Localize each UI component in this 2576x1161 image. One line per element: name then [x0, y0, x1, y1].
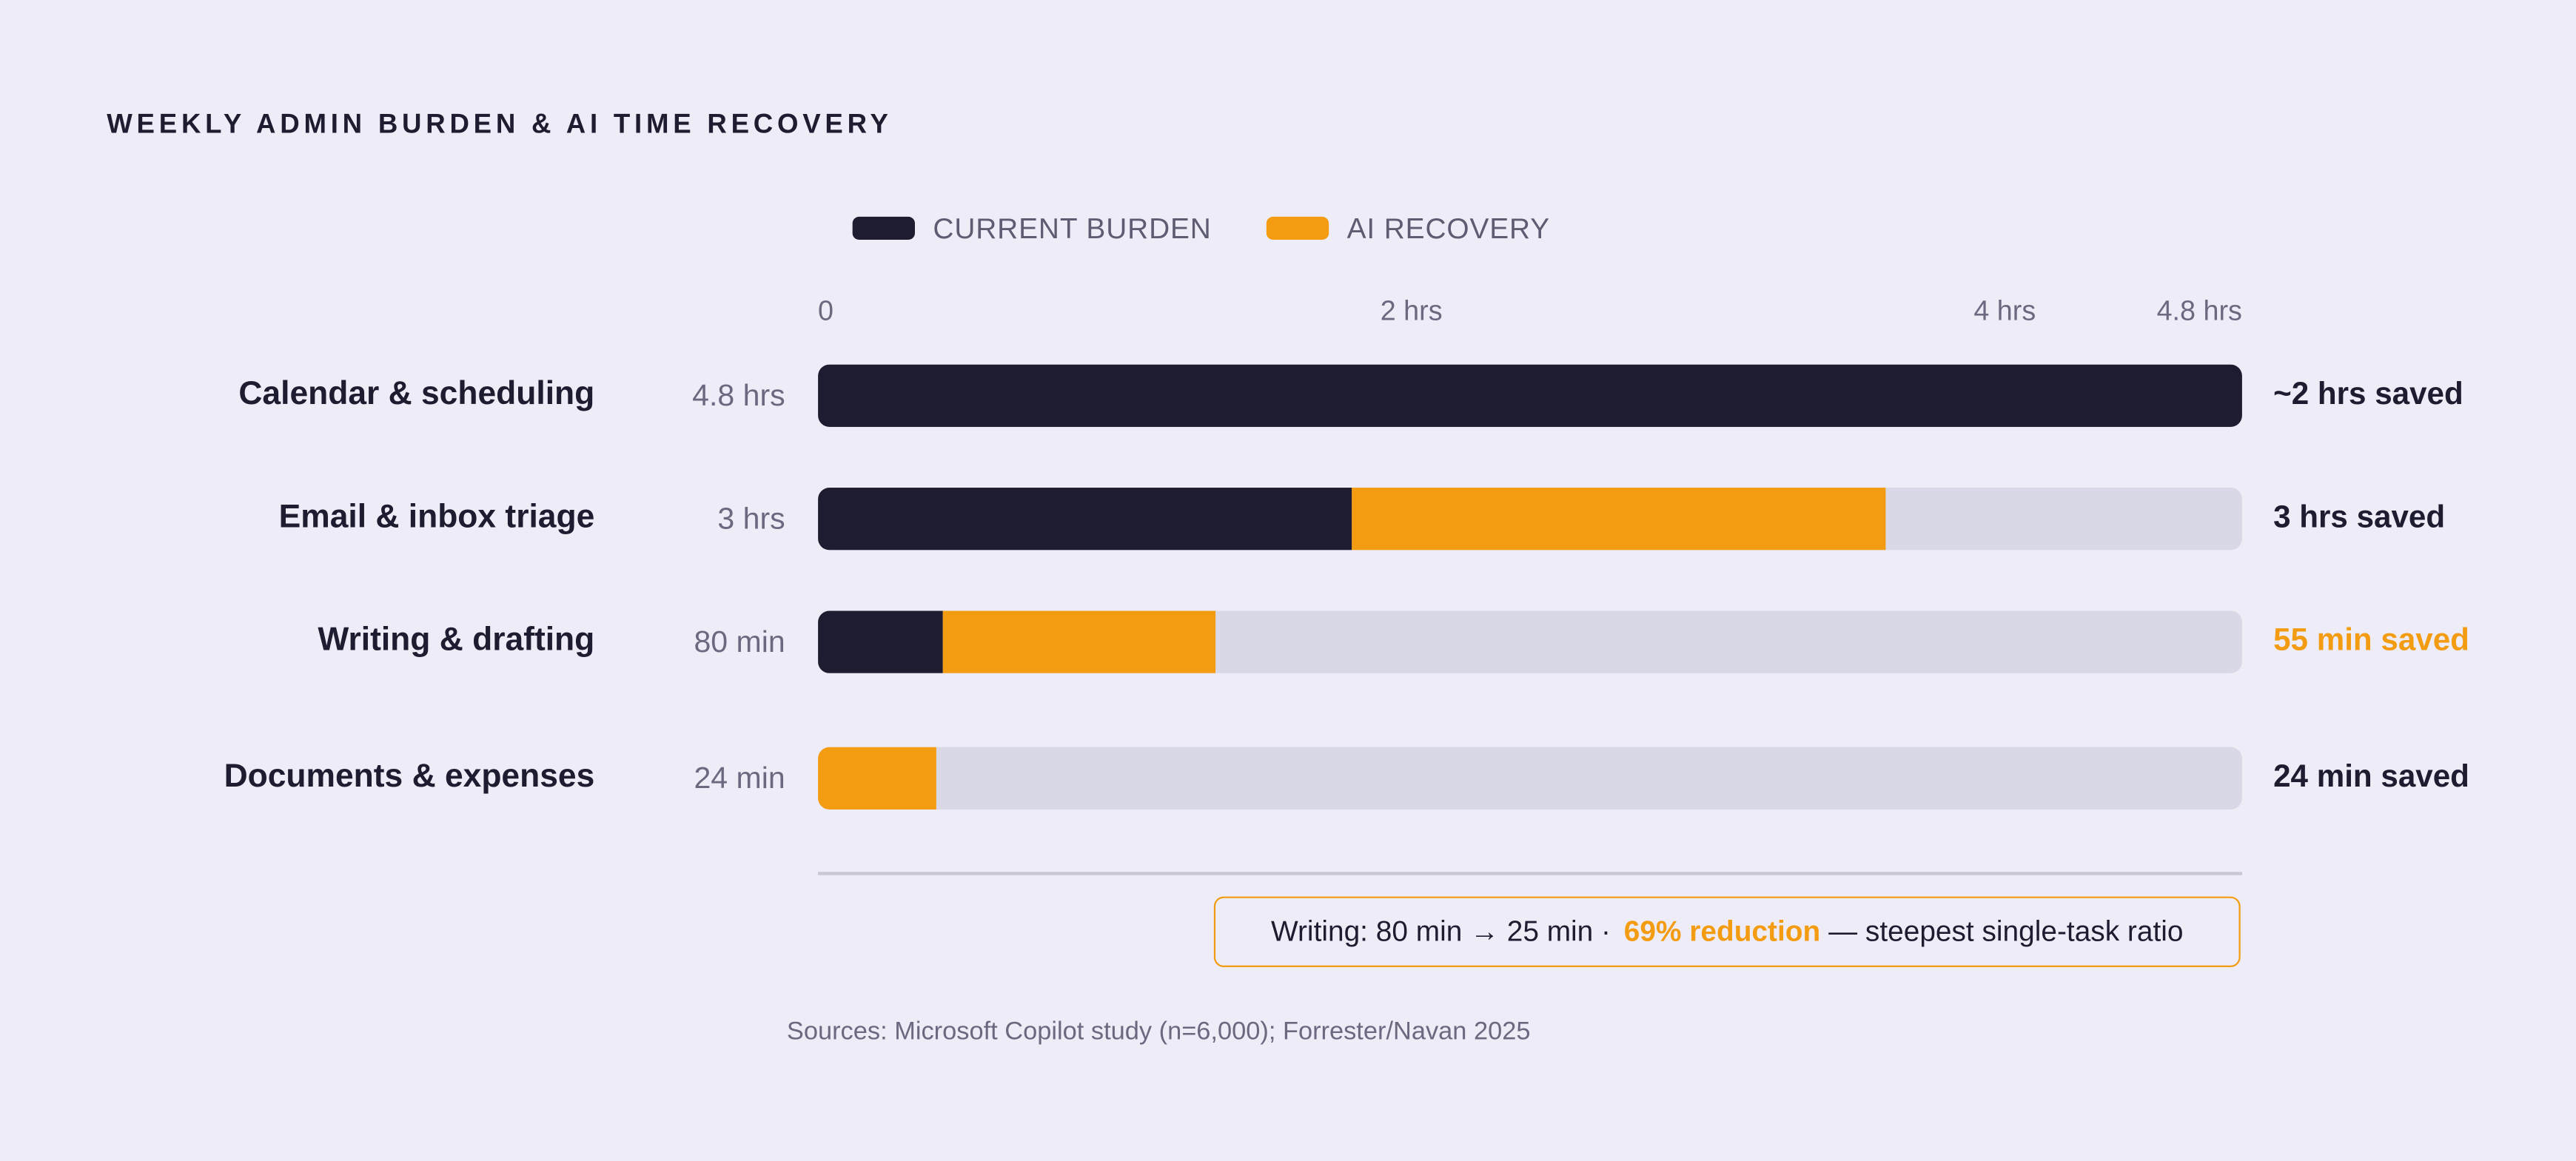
bar-track — [818, 610, 2242, 673]
bar-track — [818, 364, 2242, 427]
legend-item-current-burden: CURRENT BURDEN — [852, 210, 1212, 246]
legend-item-ai-recovery: AI RECOVERY — [1266, 210, 1551, 246]
callout-prefix: Writing: 80 min → 25 min · — [1271, 914, 1611, 948]
saved-label: 3 hrs saved — [2273, 500, 2446, 536]
category-label: Writing & drafting — [318, 622, 595, 659]
category-label: Email & inbox triage — [278, 499, 595, 536]
x-tick-label: 2 hrs — [1380, 295, 1443, 327]
bar-track — [818, 747, 2242, 810]
bar-track — [818, 488, 2242, 551]
total-value-label: 4.8 hrs — [692, 377, 785, 412]
total-value-label: 24 min — [694, 760, 785, 795]
total-value-label: 80 min — [694, 624, 785, 659]
legend-label-burden: CURRENT BURDEN — [933, 211, 1212, 244]
x-tick-label: 4.8 hrs — [2156, 295, 2242, 327]
source-note: Sources: Microsoft Copilot study (n=6,00… — [786, 1017, 1531, 1046]
saved-label: 24 min saved — [2273, 760, 2469, 795]
callout-suffix: — steepest single-task ratio — [1828, 914, 2184, 948]
legend-label-recovery: AI RECOVERY — [1346, 211, 1551, 244]
bar-segment-recovery — [942, 610, 1216, 673]
axis-baseline — [818, 872, 2242, 875]
callout-highlight: 69% reduction — [1623, 914, 1821, 948]
bar-segment-burden — [818, 364, 2242, 427]
legend-swatch-recovery — [1266, 216, 1329, 240]
bar-segment-recovery — [1352, 488, 1886, 551]
chart-title: WEEKLY ADMIN BURDEN & AI TIME RECOVERY — [107, 110, 893, 140]
bar-segment-burden — [818, 488, 1352, 551]
category-label: Calendar & scheduling — [238, 376, 595, 412]
bar-segment-recovery — [818, 747, 937, 810]
callout-box: Writing: 80 min → 25 min · 69% reduction… — [1213, 896, 2241, 967]
x-tick-label: 4 hrs — [1973, 295, 2036, 327]
saved-label: ~2 hrs saved — [2273, 377, 2463, 412]
total-value-label: 3 hrs — [717, 500, 785, 536]
bar-segment-burden — [818, 610, 943, 673]
saved-label: 55 min saved — [2273, 624, 2469, 659]
category-label: Documents & expenses — [224, 758, 595, 795]
x-tick-label: 0 — [818, 295, 834, 327]
legend-swatch-burden — [852, 216, 915, 240]
